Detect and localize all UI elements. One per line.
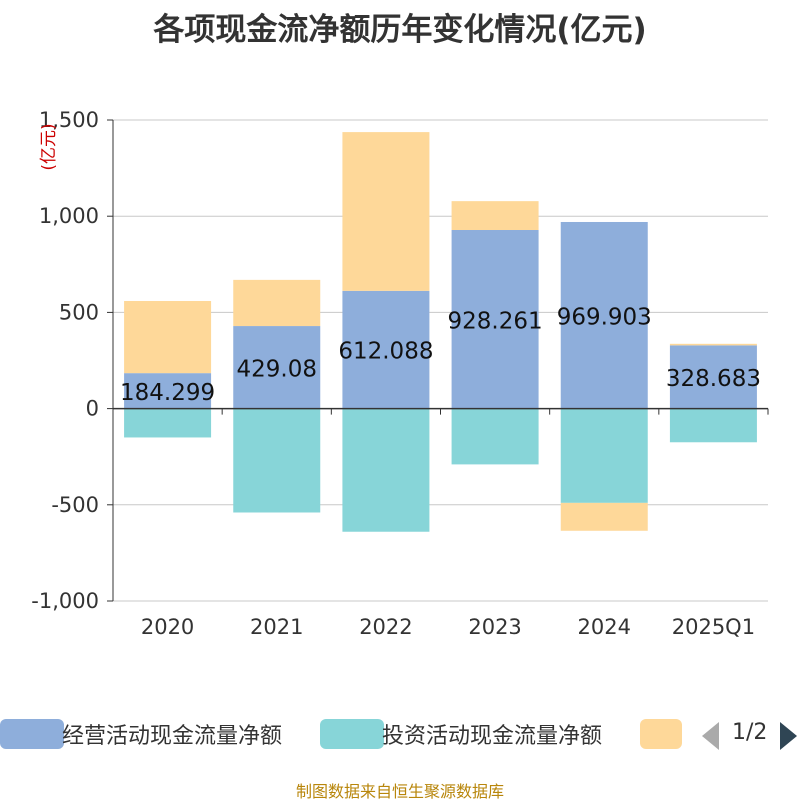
- bar-financing-2022[interactable]: [342, 132, 430, 291]
- legend: 经营活动现金流量净额 投资活动现金流量净额: [0, 714, 800, 754]
- legend-swatch-financing: [640, 719, 682, 749]
- bar-operating-2024[interactable]: [560, 221, 648, 409]
- y-axis-unit-label: (亿元): [39, 123, 59, 170]
- bar-investing-2025Q1[interactable]: [669, 408, 757, 443]
- chart-plot-area: -1,000 -500 0 500 1,000 1,500(亿元) 2020 2021 2022…: [31, 108, 769, 639]
- legend-label-investing: 投资活动现金流量净额: [382, 724, 603, 749]
- y-tick-label: 500: [59, 300, 99, 324]
- bar-financing-2025Q1[interactable]: [669, 343, 757, 346]
- y-tick-label: 1,000: [39, 204, 99, 228]
- legend-swatch-investing: [320, 719, 384, 749]
- x-tick-label: 2021: [250, 615, 303, 639]
- bar-investing-2021[interactable]: [233, 408, 321, 513]
- bar-investing-2020[interactable]: [124, 408, 212, 438]
- legend-prev-page-icon[interactable]: [702, 722, 719, 750]
- data-label: 969.903: [557, 304, 652, 330]
- data-source-note: 制图数据来自恒生聚源数据库: [295, 782, 504, 801]
- bar-financing-2023[interactable]: [451, 201, 539, 231]
- legend-next-page-icon[interactable]: [780, 722, 797, 750]
- data-label: 612.088: [338, 339, 433, 365]
- bar-investing-2022[interactable]: [342, 408, 430, 532]
- y-tick-label: -1,000: [31, 589, 99, 613]
- bar-operating-2025Q1[interactable]: [669, 345, 757, 409]
- bar-operating-2020[interactable]: [124, 373, 212, 409]
- y-tick-label: -500: [51, 493, 99, 517]
- bar-financing-2024[interactable]: [560, 502, 648, 531]
- legend-pager: 1/2: [700, 720, 800, 750]
- x-tick-label: 2023: [468, 615, 521, 639]
- bar-investing-2023[interactable]: [451, 408, 539, 465]
- bar-financing-2021[interactable]: [233, 279, 321, 327]
- y-tick-label: 1,500: [39, 108, 99, 132]
- x-tick-label: 2020: [141, 615, 194, 639]
- legend-swatch-operating: [0, 719, 64, 749]
- bar-investing-2024[interactable]: [560, 408, 648, 503]
- x-tick-label: 2025Q1: [672, 615, 755, 639]
- chart-title: 各项现金流净额历年变化情况(亿元): [153, 12, 647, 48]
- x-tick-label: 2024: [578, 615, 631, 639]
- x-tick-label: 2022: [359, 615, 412, 639]
- legend-page-indicator: 1/2: [732, 720, 768, 745]
- y-tick-label: 0: [86, 397, 99, 421]
- bar-operating-2023[interactable]: [451, 230, 539, 409]
- bar-operating-2022[interactable]: [342, 290, 430, 409]
- legend-label-operating: 经营活动现金流量净额: [62, 724, 283, 749]
- data-label: 184.299: [120, 380, 215, 406]
- data-label: 429.08: [237, 356, 317, 382]
- data-label: 328.683: [666, 366, 761, 392]
- bar-operating-2021[interactable]: [233, 326, 321, 409]
- bar-financing-2020[interactable]: [124, 300, 212, 374]
- data-label: 928.261: [448, 308, 543, 334]
